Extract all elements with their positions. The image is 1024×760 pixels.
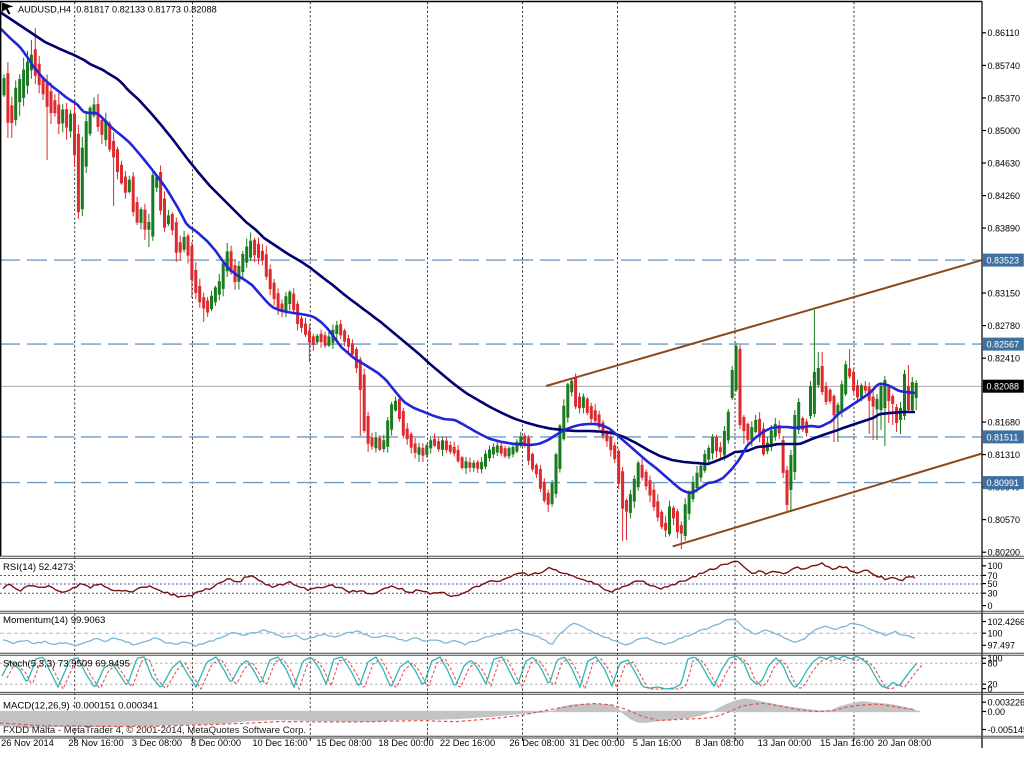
svg-text:Momentum(14) 99.9063: Momentum(14) 99.9063 bbox=[3, 615, 105, 626]
svg-text:5 Jan 16:00: 5 Jan 16:00 bbox=[633, 738, 682, 748]
svg-text:0.83150: 0.83150 bbox=[988, 288, 1021, 298]
svg-text:22 Dec 16:00: 22 Dec 16:00 bbox=[440, 738, 495, 748]
svg-text:FXDD Malta - MetaTrader 4, © 2: FXDD Malta - MetaTrader 4, © 2001-2014, … bbox=[3, 725, 306, 736]
svg-text:0.84260: 0.84260 bbox=[988, 191, 1021, 201]
svg-text:0.80991: 0.80991 bbox=[987, 478, 1020, 488]
svg-text:RSI(14) 52.4273: RSI(14) 52.4273 bbox=[3, 562, 73, 573]
svg-text:10 Dec 16:00: 10 Dec 16:00 bbox=[252, 738, 307, 748]
svg-text:80: 80 bbox=[988, 659, 998, 669]
svg-text:20 Jan 08:00: 20 Jan 08:00 bbox=[878, 738, 932, 748]
svg-text:100: 100 bbox=[988, 561, 1003, 571]
svg-text:0.81511: 0.81511 bbox=[987, 432, 1019, 442]
svg-text:0.82410: 0.82410 bbox=[988, 354, 1021, 364]
svg-text:0.80200: 0.80200 bbox=[988, 548, 1021, 558]
svg-text:102.4266: 102.4266 bbox=[988, 617, 1024, 627]
svg-text:97.497: 97.497 bbox=[988, 641, 1016, 651]
svg-text:0.81680: 0.81680 bbox=[988, 418, 1021, 428]
svg-text:MACD(12,26,9) -0.000151 0.0003: MACD(12,26,9) -0.000151 0.000341 bbox=[3, 700, 158, 711]
svg-text:-0.005145: -0.005145 bbox=[988, 725, 1024, 735]
svg-text:0.00: 0.00 bbox=[988, 707, 1006, 717]
svg-text:18 Dec 00:00: 18 Dec 00:00 bbox=[378, 738, 433, 748]
svg-text:AUDUSD,H4 0.81817 0.82133 0.8: AUDUSD,H4 0.81817 0.82133 0.81773 0.8208… bbox=[18, 5, 217, 15]
svg-text:0.84630: 0.84630 bbox=[988, 158, 1021, 168]
svg-text:Stoch(5,3,3) 73.9509 69.9495: Stoch(5,3,3) 73.9509 69.9495 bbox=[3, 659, 130, 670]
svg-text:30: 30 bbox=[988, 589, 998, 599]
svg-text:0.85000: 0.85000 bbox=[988, 126, 1021, 136]
svg-text:0.86110: 0.86110 bbox=[988, 28, 1020, 38]
svg-text:13 Jan 00:00: 13 Jan 00:00 bbox=[758, 738, 812, 748]
svg-text:26 Dec 08:00: 26 Dec 08:00 bbox=[509, 738, 564, 748]
svg-text:0.82088: 0.82088 bbox=[987, 382, 1020, 392]
svg-text:31 Dec 00:00: 31 Dec 00:00 bbox=[569, 738, 624, 748]
svg-text:0.83890: 0.83890 bbox=[988, 224, 1021, 234]
svg-text:0.81310: 0.81310 bbox=[988, 450, 1021, 460]
svg-text:0: 0 bbox=[988, 601, 993, 611]
svg-text:0.82780: 0.82780 bbox=[988, 321, 1021, 331]
svg-text:8 Jan 08:00: 8 Jan 08:00 bbox=[695, 738, 744, 748]
svg-text:15 Dec 08:00: 15 Dec 08:00 bbox=[316, 738, 371, 748]
svg-text:8 Dec 00:00: 8 Dec 00:00 bbox=[191, 738, 241, 748]
svg-text:0.83523: 0.83523 bbox=[987, 256, 1020, 266]
svg-text:3 Dec 08:00: 3 Dec 08:00 bbox=[132, 738, 182, 748]
svg-text:0.85370: 0.85370 bbox=[988, 93, 1021, 103]
svg-text:50: 50 bbox=[988, 579, 998, 589]
svg-text:0: 0 bbox=[988, 684, 993, 694]
svg-text:15 Jan 16:00: 15 Jan 16:00 bbox=[820, 738, 874, 748]
svg-text:28 Nov 16:00: 28 Nov 16:00 bbox=[68, 738, 123, 748]
svg-text:100: 100 bbox=[988, 629, 1003, 639]
svg-text:0.85740: 0.85740 bbox=[988, 61, 1021, 71]
svg-text:0.82567: 0.82567 bbox=[987, 340, 1020, 350]
svg-text:0.80570: 0.80570 bbox=[988, 515, 1021, 525]
svg-text:26 Nov 2014: 26 Nov 2014 bbox=[1, 738, 54, 748]
